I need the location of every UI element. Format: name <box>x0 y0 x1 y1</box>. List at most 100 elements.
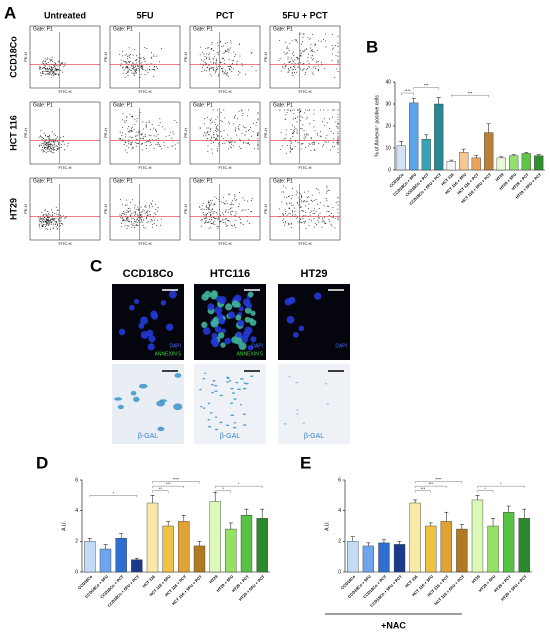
event-dot <box>330 130 332 132</box>
event-dot <box>131 223 133 225</box>
event-dot <box>224 142 226 144</box>
event-dot <box>285 213 287 215</box>
event-dot <box>290 143 292 145</box>
event-dot <box>292 74 294 76</box>
event-dot <box>56 69 58 71</box>
nucleus <box>231 300 240 308</box>
event-dot <box>61 222 63 224</box>
error-bar <box>350 536 355 542</box>
event-dot <box>257 113 259 115</box>
event-dot <box>43 220 45 222</box>
error-bar <box>244 508 249 516</box>
event-dot <box>66 145 68 147</box>
event-dot <box>208 222 210 224</box>
event-dot <box>324 124 326 126</box>
event-dot <box>308 203 310 205</box>
y-axis-label: PE-H <box>23 204 28 214</box>
event-dot <box>51 70 53 72</box>
event-dot <box>137 65 139 67</box>
event-dot <box>127 55 129 57</box>
event-dot <box>60 223 62 225</box>
event-dot <box>143 210 145 212</box>
event-dot <box>303 137 305 139</box>
event-dot <box>337 132 339 134</box>
stained-cell <box>157 426 165 432</box>
event-dot <box>337 116 339 118</box>
event-dot <box>157 144 159 146</box>
stained-cell <box>231 392 236 394</box>
event-dot <box>208 58 210 60</box>
event-dot <box>287 109 289 111</box>
event-dot <box>300 219 302 221</box>
event-dot <box>236 199 238 201</box>
significance-label: *** <box>468 90 473 95</box>
event-dot <box>129 113 131 115</box>
event-dot <box>213 131 215 133</box>
event-dot <box>141 143 143 145</box>
event-dot <box>292 136 294 138</box>
bar <box>421 138 431 171</box>
event-dot <box>216 139 218 141</box>
x-tick-label: HT29 <box>494 171 505 182</box>
event-dot <box>325 137 327 139</box>
event-dot <box>135 70 137 72</box>
event-dot <box>136 142 138 144</box>
event-dot <box>286 47 288 49</box>
event-dot <box>284 63 286 65</box>
event-dot <box>302 33 304 35</box>
event-dot <box>319 212 321 214</box>
event-dot <box>123 213 125 215</box>
event-dot <box>307 190 309 192</box>
event-dot <box>141 142 143 144</box>
event-dot <box>232 203 234 205</box>
error-bar <box>491 518 496 526</box>
event-dot <box>212 109 214 111</box>
event-dot <box>56 136 58 138</box>
event-dot <box>242 142 244 144</box>
event-dot <box>305 211 307 213</box>
nucleus <box>201 321 208 328</box>
nucleus <box>212 340 219 348</box>
event-dot <box>44 210 46 212</box>
event-dot <box>49 69 51 71</box>
event-dot <box>203 135 205 137</box>
event-dot <box>215 129 217 131</box>
stained-cell <box>233 421 237 424</box>
event-dot <box>304 200 306 202</box>
nucleus <box>247 291 254 298</box>
event-dot <box>300 43 302 45</box>
gate-label: Gate: P1 <box>113 26 133 32</box>
event-dot <box>305 215 307 217</box>
event-dot <box>41 68 43 70</box>
event-dot <box>43 150 45 152</box>
event-dot <box>208 228 210 230</box>
gate-label: Gate: P1 <box>113 102 133 108</box>
event-dot <box>58 147 60 149</box>
event-dot <box>238 110 240 112</box>
event-dot <box>131 146 133 148</box>
event-dot <box>125 199 127 201</box>
stained-cell <box>233 398 237 400</box>
event-dot <box>239 72 241 74</box>
event-dot <box>136 62 138 64</box>
event-dot <box>216 116 218 118</box>
event-dot <box>128 54 130 56</box>
event-dot <box>221 68 223 70</box>
event-dot <box>301 69 303 71</box>
plot-frame <box>269 101 341 165</box>
event-dot <box>256 134 258 136</box>
event-dot <box>303 221 305 223</box>
event-dot <box>155 213 157 215</box>
event-dot <box>39 218 41 220</box>
event-dot <box>212 221 214 223</box>
event-dot <box>138 131 140 133</box>
event-dot <box>58 209 60 211</box>
event-dot <box>125 62 127 64</box>
stain-label: DAPI <box>169 343 181 349</box>
event-dot <box>50 218 52 220</box>
stained-cell <box>324 382 328 385</box>
y-tick-label: 0 <box>75 569 78 575</box>
event-dot <box>52 60 54 62</box>
error-bar <box>119 533 124 539</box>
